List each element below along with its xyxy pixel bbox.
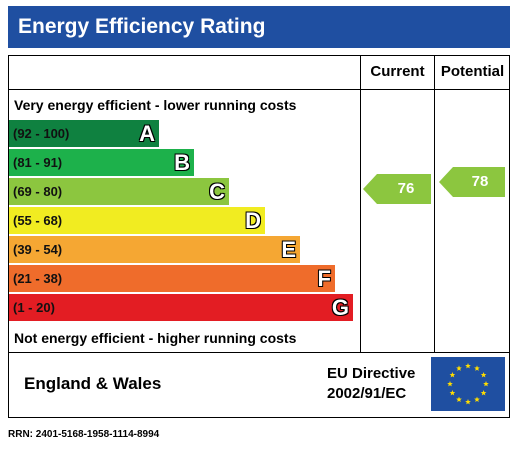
star-icon: [465, 399, 471, 405]
star-icon: [456, 396, 462, 403]
band-range-label: (39 - 54): [13, 242, 63, 257]
band-f: (21 - 38) F: [9, 265, 335, 292]
band-range-label: (55 - 68): [13, 213, 63, 228]
potential-rating-arrow: [439, 167, 505, 197]
efficient-note: Very energy efficient - lower running co…: [14, 97, 297, 113]
band-c: (69 - 80) C: [9, 178, 229, 205]
band-g: (1 - 20) G: [9, 294, 353, 321]
star-icon: [447, 381, 453, 387]
star-icon: [480, 372, 487, 378]
star-icon: [465, 363, 471, 369]
column-header-current: Current: [370, 63, 425, 80]
star-icon: [480, 390, 487, 396]
directive-line-1: EU Directive: [327, 365, 416, 382]
band-e: (39 - 54) E: [9, 236, 300, 263]
rrn-reference: RRN: 2401-5168-1958-1114-8994: [8, 429, 160, 440]
band-d: (55 - 68) D: [9, 207, 265, 234]
footer-divider: [8, 352, 510, 353]
band-letter: B: [174, 150, 190, 175]
band-letter: E: [281, 237, 296, 262]
eu-directive: EU Directive 2002/91/EC: [327, 364, 415, 404]
star-icon: [449, 390, 456, 396]
band-range-label: (81 - 91): [13, 155, 63, 170]
star-icon: [474, 365, 480, 371]
potential-rating-value: 78: [471, 173, 489, 190]
band-a: (92 - 100) A: [9, 120, 159, 147]
band-range-label: (92 - 100): [13, 126, 70, 141]
star-icon: [474, 396, 480, 403]
current-rating-arrow: [363, 174, 431, 204]
directive-line-2: 2002/91/EC: [327, 385, 407, 402]
band-letter: G: [331, 295, 349, 320]
rating-table: [8, 55, 510, 418]
current-rating-value: 76: [397, 180, 415, 197]
band-b: (81 - 91) B: [9, 149, 194, 176]
band-range-label: (21 - 38): [13, 271, 63, 286]
band-letter: C: [209, 179, 225, 204]
eu-flag-icon: [431, 357, 505, 411]
column-divider-current: [360, 55, 361, 352]
star-icon: [449, 372, 456, 378]
band-range-label: (69 - 80): [13, 184, 63, 199]
band-letter: D: [245, 208, 261, 233]
column-divider-potential: [434, 55, 435, 352]
header-divider: [8, 89, 510, 90]
band-letter: A: [139, 121, 155, 146]
star-icon: [456, 365, 462, 371]
star-icon: [483, 381, 489, 387]
band-letter: F: [317, 266, 331, 291]
page-title: Energy Efficiency Rating: [8, 6, 510, 48]
band-range-label: (1 - 20): [13, 300, 55, 315]
column-header-potential: Potential: [440, 63, 505, 80]
inefficient-note: Not energy efficient - higher running co…: [14, 330, 297, 346]
region-label: England & Wales: [24, 374, 162, 393]
